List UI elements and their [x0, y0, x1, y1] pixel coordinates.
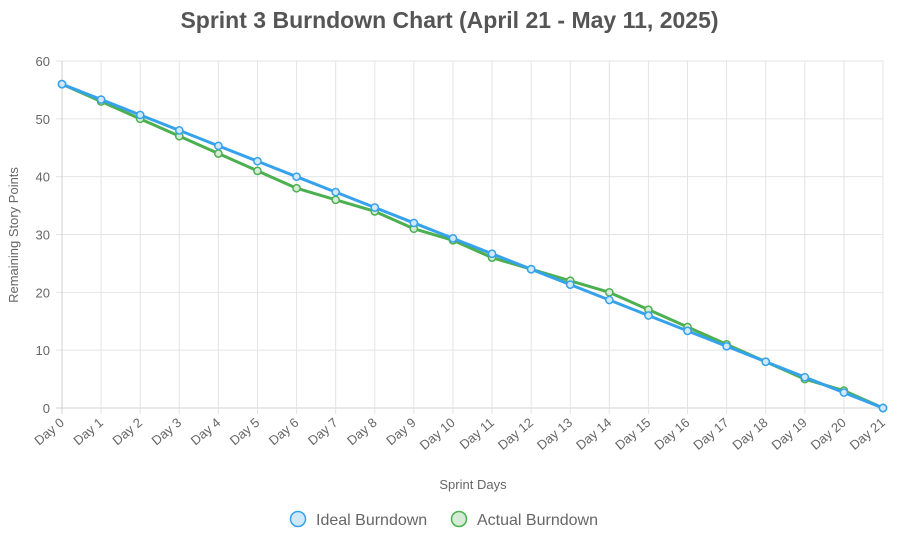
data-point[interactable] — [96, 95, 106, 104]
data-point[interactable] — [292, 183, 301, 193]
y-tick-label: 20 — [36, 285, 50, 300]
data-point[interactable] — [761, 357, 771, 367]
data-point[interactable] — [135, 110, 145, 120]
data-point[interactable] — [57, 79, 67, 89]
x-tick-label: Day 5 — [227, 415, 263, 448]
data-point[interactable] — [214, 149, 223, 158]
data-point[interactable] — [839, 388, 849, 397]
data-point[interactable] — [448, 234, 458, 243]
data-point[interactable] — [253, 166, 262, 176]
x-tick-label: Day 0 — [31, 415, 67, 448]
data-point[interactable] — [487, 249, 497, 259]
y-tick-label: 0 — [43, 401, 50, 416]
x-tick-label: Day 17 — [690, 415, 731, 453]
data-point[interactable] — [644, 311, 653, 320]
data-point[interactable] — [565, 280, 575, 289]
y-axis-title: Remaining Story Points — [6, 167, 21, 303]
legend-label: Ideal Burndown — [316, 512, 427, 529]
y-tick-label: 50 — [36, 112, 50, 127]
x-tick-label: Day 12 — [495, 415, 536, 453]
x-tick-label: Day 2 — [109, 415, 145, 448]
legend-marker — [450, 510, 468, 528]
data-point[interactable] — [331, 187, 341, 197]
legend-item-actual-burndown[interactable]: Actual Burndown — [450, 510, 598, 530]
data-point[interactable] — [604, 295, 614, 305]
grid — [56, 60, 884, 414]
legend: Ideal Burndown Actual Burndown — [289, 510, 598, 530]
y-tick-label: 40 — [36, 170, 50, 185]
chart-title: Sprint 3 Burndown Chart (April 21 - May … — [180, 7, 718, 33]
x-tick-label: Day 10 — [417, 415, 458, 453]
series-line — [60, 82, 885, 410]
data-point[interactable] — [214, 141, 223, 151]
data-point[interactable] — [722, 341, 731, 351]
data-point[interactable] — [683, 326, 692, 336]
y-tick-label: 60 — [36, 54, 50, 69]
legend-marker — [289, 510, 307, 528]
y-tick-label: 30 — [36, 228, 50, 243]
x-tick-label: Day 11 — [457, 415, 497, 452]
x-tick-label: Day 14 — [573, 415, 614, 453]
legend-label: Actual Burndown — [477, 512, 598, 529]
x-tick-label: Day 3 — [149, 415, 185, 448]
data-point[interactable] — [292, 172, 301, 182]
x-tick-label: Day 7 — [305, 415, 341, 448]
x-tick-label: Day 1 — [70, 415, 106, 448]
x-tick-label: Day 18 — [729, 415, 770, 453]
x-tick-label: Day 21 — [847, 415, 888, 453]
data-point[interactable] — [370, 203, 380, 212]
series-layer — [57, 79, 888, 413]
data-point[interactable] — [174, 126, 184, 135]
x-tick-label: Day 16 — [651, 415, 692, 453]
x-tick-label: Day 4 — [188, 415, 224, 448]
x-tick-label: Day 6 — [266, 415, 302, 448]
x-tick-label: Day 13 — [534, 415, 575, 453]
data-point[interactable] — [526, 264, 536, 274]
x-tick-label: Day 15 — [612, 415, 653, 453]
x-tick-label: Day 8 — [344, 415, 380, 448]
data-point[interactable] — [409, 218, 419, 228]
x-tick-label: Day 20 — [808, 415, 849, 453]
x-tick-label: Day 9 — [383, 415, 419, 448]
x-tick-label: Day 19 — [769, 415, 810, 453]
x-axis-title: Sprint Days — [439, 477, 507, 492]
data-point[interactable] — [604, 287, 614, 297]
y-tick-label: 10 — [36, 343, 50, 358]
data-point[interactable] — [878, 403, 888, 413]
data-point[interactable] — [800, 372, 810, 382]
series-ideal-burndown — [57, 79, 888, 413]
legend-item-ideal-burndown[interactable]: Ideal Burndown — [289, 510, 428, 530]
data-point[interactable] — [331, 195, 341, 205]
data-point[interactable] — [253, 156, 262, 166]
